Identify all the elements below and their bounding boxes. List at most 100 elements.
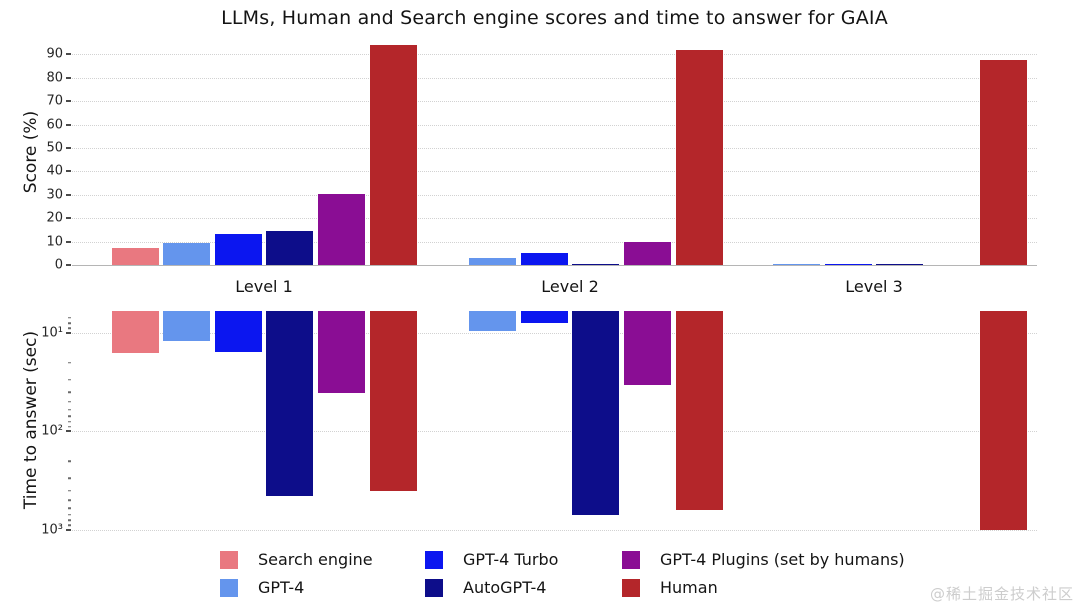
- score-tick-mark-70: [66, 100, 71, 103]
- score-gridline-0: [72, 265, 1037, 266]
- score-tick-mark-80: [66, 76, 71, 79]
- bar-time-search-engine-level-1: [111, 311, 159, 353]
- score-gridline-90: [72, 54, 1037, 56]
- x-label-level-3: Level 3: [845, 277, 903, 296]
- time-minor-tick-600: [68, 507, 71, 509]
- time-gridline-10: [72, 332, 1037, 334]
- score-plot-area: 0 10 20 30 40 50 60 70 80 90: [46, 38, 1037, 273]
- score-gridline-50: [72, 147, 1037, 149]
- bar-score-autogpt-4-level-1: [266, 231, 314, 265]
- bar-time-gpt-4-plugins-set-by-humans-level-1: [317, 311, 365, 394]
- time-minor-tick-40: [68, 391, 71, 393]
- time-minor-tick-700: [68, 513, 71, 516]
- time-plot-area: 10¹ 10² 10³: [41, 311, 1037, 538]
- watermark-text: @稀土掘金技术社区: [929, 585, 1074, 603]
- score-tick-mark-50: [66, 146, 71, 149]
- score-tick-label-40: 40: [46, 163, 63, 179]
- score-gridline-30: [72, 194, 1037, 196]
- legend-item-gpt-4-plugins-set-by-humans: GPT-4 Plugins (set by humans): [622, 550, 905, 569]
- x-label-level-1: Level 1: [235, 277, 293, 296]
- bar-time-human-level-2: [675, 311, 723, 510]
- score-gridline-20: [72, 218, 1037, 220]
- time-tick-label-100: 10²: [41, 423, 63, 439]
- score-tick-label-10: 10: [46, 234, 63, 250]
- bar-score-human-level-2: [675, 49, 723, 265]
- score-tick-mark-90: [66, 53, 71, 56]
- bar-score-gpt-4-level-1: [163, 243, 211, 265]
- score-tick-mark-60: [66, 123, 71, 126]
- legend-swatch-search-engine: [220, 550, 238, 569]
- score-tick-label-50: 50: [46, 140, 63, 156]
- score-tick-mark-30: [66, 193, 71, 196]
- score-tick-label-20: 20: [46, 210, 63, 226]
- time-minor-tick-400: [68, 490, 71, 492]
- legend-label-human: Human: [660, 578, 718, 597]
- bar-score-gpt-4-turbo-level-3: [824, 264, 872, 265]
- bar-score-gpt-4-plugins-set-by-humans-level-1: [317, 194, 365, 265]
- score-tick-label-80: 80: [46, 70, 63, 86]
- legend-label-autogpt-4: AutoGPT-4: [463, 578, 547, 597]
- bar-time-gpt-4-plugins-set-by-humans-level-2: [623, 311, 671, 386]
- time-minor-tick-9: [68, 327, 71, 330]
- time-minor-tick-70: [68, 415, 71, 417]
- score-gridline-10: [72, 241, 1037, 243]
- score-gridline-40: [72, 171, 1037, 173]
- score-gridline-70: [72, 101, 1037, 103]
- bar-time-gpt-4-level-1: [163, 311, 211, 341]
- time-minor-tick-50: [68, 401, 71, 403]
- bar-score-human-level-1: [369, 45, 417, 265]
- bar-score-gpt-4-level-3: [773, 264, 821, 265]
- time-tick-label-1000: 10³: [41, 522, 63, 538]
- x-label-level-2: Level 2: [541, 277, 599, 296]
- legend-item-autogpt-4: AutoGPT-4: [425, 578, 546, 597]
- bar-time-autogpt-4-level-1: [266, 311, 314, 496]
- legend-swatch-human: [622, 578, 640, 597]
- legend-item-search-engine: Search engine: [220, 550, 373, 569]
- bar-score-gpt-4-plugins-set-by-humans-level-2: [623, 242, 671, 265]
- legend-item-gpt-4: GPT-4: [220, 578, 304, 597]
- bar-score-human-level-3: [979, 60, 1027, 265]
- score-tick-label-0: 0: [54, 257, 63, 273]
- score-tick-label-30: 30: [46, 187, 63, 203]
- legend-swatch-gpt-4-plugins-set-by-humans: [622, 550, 640, 569]
- time-tick-label-10: 10¹: [41, 325, 63, 341]
- legend-swatch-gpt-4-turbo: [425, 550, 443, 569]
- bar-score-autogpt-4-level-3: [876, 264, 924, 265]
- legend-label-gpt-4-turbo: GPT-4 Turbo: [463, 550, 559, 569]
- time-minor-tick-200: [68, 460, 71, 462]
- bar-time-autogpt-4-level-2: [572, 311, 620, 515]
- time-gridline-1000: [72, 530, 1037, 531]
- bar-score-gpt-4-level-2: [469, 257, 517, 265]
- score-tick-mark-20: [66, 217, 71, 220]
- time-minor-tick-8: [68, 322, 71, 325]
- score-axis-label: Score (%): [21, 110, 41, 194]
- score-tick-mark-0: [66, 264, 71, 266]
- time-minor-tick-60: [68, 408, 71, 411]
- time-gridline-100: [72, 431, 1037, 433]
- score-tick-label-70: 70: [46, 93, 63, 109]
- legend-item-gpt-4-turbo: GPT-4 Turbo: [425, 550, 558, 569]
- time-minor-tick-90: [68, 426, 71, 428]
- legend-label-search-engine: Search engine: [258, 550, 373, 569]
- bar-time-human-level-3: [979, 311, 1027, 530]
- bar-time-human-level-1: [369, 311, 417, 491]
- score-tick-mark-10: [66, 240, 71, 243]
- time-minor-tick-800: [68, 519, 71, 522]
- time-minor-tick-80: [68, 421, 71, 423]
- score-gridline-60: [72, 124, 1037, 126]
- bar-score-gpt-4-turbo-level-1: [214, 234, 262, 265]
- score-tick-mark-40: [66, 170, 71, 173]
- time-minor-tick-500: [68, 499, 71, 502]
- time-minor-tick-20: [68, 361, 71, 364]
- legend-swatch-gpt-4: [220, 578, 238, 597]
- bar-time-gpt-4-level-2: [469, 311, 517, 331]
- bar-score-gpt-4-turbo-level-2: [520, 252, 568, 265]
- chart-title: LLMs, Human and Search engine scores and…: [221, 7, 888, 29]
- bar-score-autogpt-4-level-2: [572, 263, 620, 265]
- time-tick-mark-100: [66, 430, 71, 433]
- time-tick-mark-10: [66, 331, 71, 334]
- time-axis-label: Time to answer (sec): [21, 330, 41, 510]
- bar-time-gpt-4-turbo-level-2: [520, 311, 568, 324]
- time-tick-mark-1000: [66, 529, 71, 531]
